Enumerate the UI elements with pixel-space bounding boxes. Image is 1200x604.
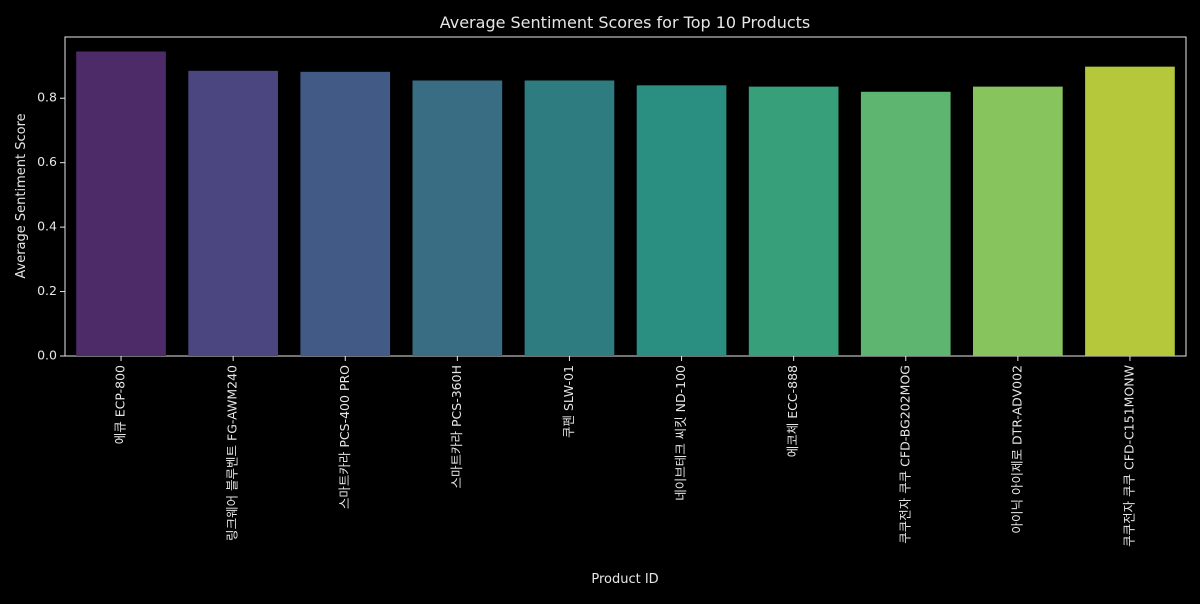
bar <box>1085 66 1175 357</box>
x-tick-label: 링크웨어 블루벤트 FG-AWM240 <box>225 365 240 541</box>
x-axis-ticks: 에큐 ECP-800 링크웨어 블루벤트 FG-AWM240 스마트카라 PCS-4… <box>113 356 1136 547</box>
x-tick-label: 에큐 ECP-800 <box>113 365 128 444</box>
bar <box>748 86 839 356</box>
y-tick-label: 0.8 <box>37 90 57 105</box>
y-tick-label: 0.4 <box>37 219 57 234</box>
bars <box>76 51 1175 357</box>
x-tick-label: 아이닉 아이제로 DTR-ADV002 <box>1009 365 1024 534</box>
bar <box>76 51 166 356</box>
bar <box>636 85 727 356</box>
bar <box>860 91 951 357</box>
x-tick-label: 네이브테크 씨킷 ND-100 <box>673 365 688 501</box>
x-tick-label: 스마트카라 PCS-360H <box>449 365 464 488</box>
y-tick-label: 0.2 <box>37 283 57 298</box>
x-tick-label: 쿠펜 SLW-01 <box>561 365 576 438</box>
chart-title: Average Sentiment Scores for Top 10 Prod… <box>440 13 811 32</box>
plot-frame <box>64 36 1187 357</box>
bar <box>300 71 391 357</box>
bar <box>524 80 615 356</box>
plot-area <box>64 36 1187 357</box>
y-axis-ticks: 0.0 0.2 0.4 0.6 0.8 <box>37 90 65 363</box>
x-tick-label: 쿠쿠전자 쿠쿠 CFD-C151MONW <box>1121 365 1136 547</box>
y-tick-label: 0.0 <box>37 348 57 363</box>
x-axis-label: Product ID <box>591 572 658 587</box>
bar <box>412 80 503 356</box>
x-tick-label: 스마트카라 PCS-400 PRO <box>337 365 352 509</box>
y-tick-label: 0.6 <box>37 154 57 169</box>
y-axis-label: Average Sentiment Score <box>14 113 29 278</box>
x-tick-label: 에코체 ECC-888 <box>785 365 800 457</box>
x-tick-label: 쿠쿠전자 쿠쿠 CFD-BG202MOG <box>897 365 912 544</box>
bar <box>188 70 278 356</box>
bar <box>973 86 1063 356</box>
